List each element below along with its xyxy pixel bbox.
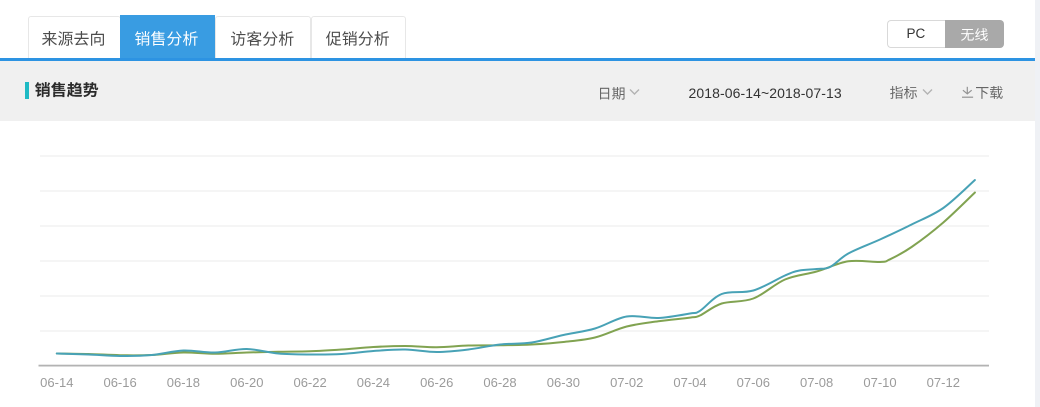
svg-text:07-08: 07-08 [800,375,833,390]
svg-text:06-18: 06-18 [167,375,200,390]
svg-text:06-20: 06-20 [230,375,263,390]
svg-text:07-10: 07-10 [863,375,896,390]
svg-text:06-30: 06-30 [547,375,580,390]
svg-text:06-28: 06-28 [483,375,516,390]
svg-text:06-24: 06-24 [357,375,390,390]
svg-text:06-26: 06-26 [420,375,453,390]
svg-text:07-04: 07-04 [673,375,706,390]
svg-text:07-06: 07-06 [737,375,770,390]
svg-text:06-22: 06-22 [293,375,326,390]
svg-text:07-12: 07-12 [927,375,960,390]
svg-text:07-02: 07-02 [610,375,643,390]
svg-text:06-14: 06-14 [40,375,73,390]
svg-text:06-16: 06-16 [103,375,136,390]
